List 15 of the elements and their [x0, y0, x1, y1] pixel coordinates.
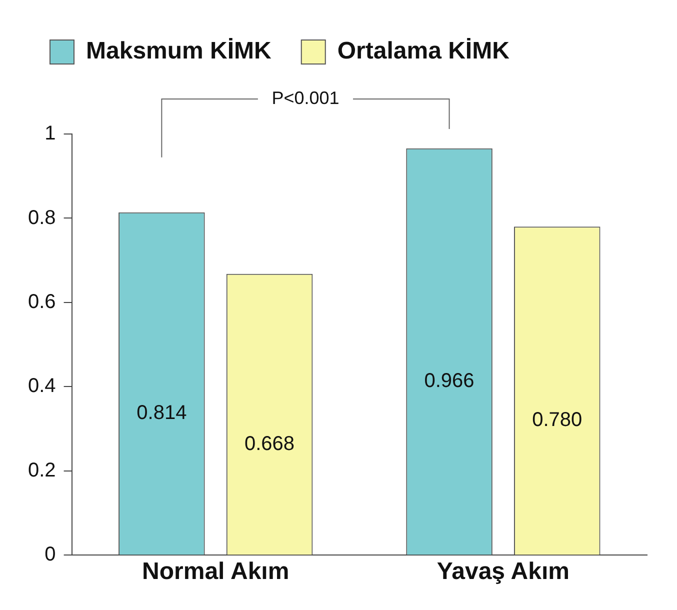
- x-tick-label: Normal Akım: [142, 558, 290, 586]
- data-label: 0.814: [136, 402, 187, 424]
- legend-label: Ortalama KİMK: [337, 38, 510, 65]
- legend-label: Maksmum KİMK: [86, 38, 272, 65]
- y-tick-label: 1: [44, 122, 56, 145]
- data-label: 0.966: [424, 370, 474, 392]
- text: P<0.001: [272, 88, 340, 108]
- data-label: 0.780: [532, 409, 582, 432]
- y-tick-label: 0.6: [28, 290, 56, 313]
- y-tick-label: 0.4: [28, 375, 56, 398]
- y-tick-label: 0.2: [28, 459, 56, 482]
- x-tick-label: Yavaş Akım: [436, 558, 570, 586]
- y-tick-label: 0: [44, 544, 56, 566]
- data-label: 0.668: [244, 432, 295, 455]
- y-tick-label: 0.8: [28, 206, 56, 229]
